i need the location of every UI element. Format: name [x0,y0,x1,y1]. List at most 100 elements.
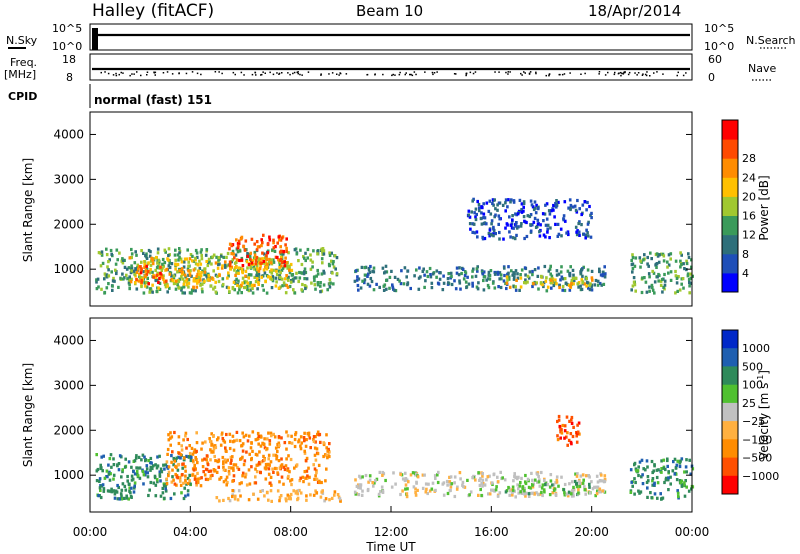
range-gate-cell [312,463,315,467]
range-gate-cell [566,230,570,234]
range-gate-cell [548,485,552,489]
range-gate-cell [163,261,167,265]
range-gate-cell [273,435,277,439]
range-gate-cell [674,465,678,470]
nave-point [328,73,330,75]
range-gate-cell [105,286,109,290]
range-gate-cell [374,479,377,483]
range-gate-cell [251,286,254,291]
range-gate-cell [541,283,544,287]
nave-point [262,71,264,73]
range-gate-cell [497,272,500,276]
range-gate-cell [307,482,311,486]
range-gate-cell [140,278,143,283]
nave-point [634,72,636,74]
range-gate-cell [483,216,487,220]
range-gate-cell [678,464,682,469]
range-gate-cell [145,285,149,289]
range-gate-cell [398,279,401,283]
range-gate-cell [110,270,113,274]
range-gate-cell [312,249,315,253]
range-gate-cell [565,435,568,439]
range-gate-cell [277,459,281,463]
range-gate-cell [563,436,566,440]
range-gate-cell [382,288,386,292]
range-gate-cell [184,469,187,473]
range-gate-cell [442,274,445,278]
range-gate-cell [648,275,651,279]
nave-tick-bottom: 0 [708,71,715,84]
range-gate-cell [601,270,605,274]
range-gate-cell [589,282,592,286]
range-gate-cell [414,493,418,497]
range-gate-cell [663,279,667,283]
range-gate-cell [322,249,326,253]
range-gate-cell [471,284,474,288]
range-gate-cell [495,485,498,489]
range-gate-cell [152,481,156,485]
range-gate-cell [455,266,459,270]
range-gate-cell [196,461,199,465]
range-gate-cell [274,276,278,280]
range-gate-cell [190,291,193,295]
range-gate-cell [634,467,638,471]
range-gate-cell [267,472,271,476]
range-gate-cell [449,271,453,275]
nave-point [424,71,426,73]
range-gate-cell [688,284,691,288]
colorbar-swatch [722,330,738,349]
range-gate-cell [543,212,547,216]
range-gate-cell [560,275,564,279]
range-gate-cell [100,455,103,459]
range-gate-cell [314,287,317,291]
range-gate-cell [130,486,133,490]
range-gate-cell [246,281,250,285]
range-gate-cell [667,470,670,474]
range-gate-cell [254,262,258,266]
range-gate-cell [272,432,275,436]
nave-point [345,73,348,75]
range-gate-cell [140,284,143,289]
range-gate-cell [136,474,140,478]
nave-point [474,71,477,73]
range-gate-cell [478,478,481,482]
range-gate-cell [483,483,487,487]
colorbar-swatch [722,120,738,140]
range-gate-cell [474,215,477,219]
range-gate-cell [270,499,273,503]
range-gate-cell [645,459,649,463]
range-gate-cell [284,291,288,295]
range-gate-cell [268,257,271,261]
range-gate-cell [115,490,119,494]
range-gate-cell [306,474,309,478]
range-gate-cell [519,480,522,485]
range-gate-cell [310,281,313,285]
range-gate-cell [236,246,240,250]
range-gate-cell [132,470,135,474]
range-gate-cell [108,258,111,262]
nave-point [260,74,262,76]
range-gate-cell [661,252,665,256]
range-gate-cell [298,488,301,493]
range-gate-cell [267,467,271,471]
range-gate-cell [98,479,101,483]
range-gate-cell [196,272,199,276]
range-gate-cell [297,279,300,284]
range-gate-cell [273,249,277,253]
range-gate-cell [241,264,245,268]
range-gate-cell [274,245,277,249]
range-gate-cell [650,459,654,464]
range-gate-cell [316,430,320,434]
range-gate-cell [186,248,189,252]
range-gate-cell [255,240,259,244]
range-gate-cell [147,282,150,286]
range-gate-cell [502,237,505,241]
range-gate-cell [207,277,210,281]
range-gate-cell [632,276,636,280]
range-gate-cell [372,270,376,274]
range-gate-cell [554,492,558,496]
range-gate-cell [535,203,538,207]
range-gate-cell [265,447,269,451]
range-gate-cell [585,208,588,212]
range-gate-cell [235,271,238,275]
